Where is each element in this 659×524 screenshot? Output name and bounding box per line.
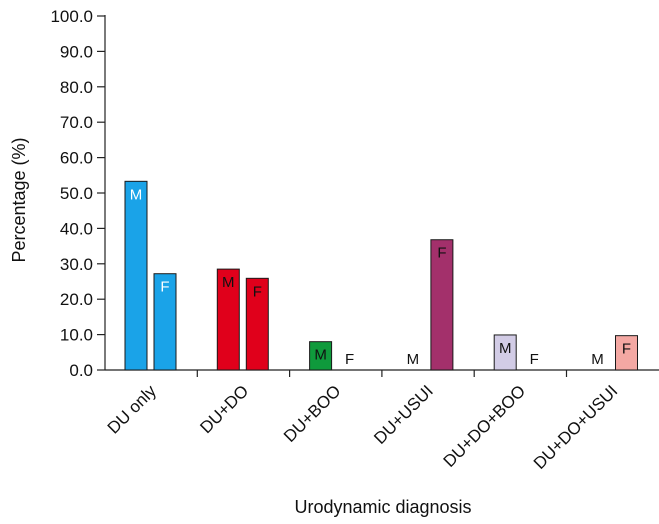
x-tick-label: DU only (104, 381, 161, 438)
bar-label: M (222, 274, 235, 291)
bar (430, 239, 454, 371)
y-tick-label: 80.0 (60, 78, 93, 97)
bar (124, 180, 148, 371)
y-tick-label: 50.0 (60, 184, 93, 203)
x-tick-label: DU+DO+USUI (530, 381, 622, 473)
bar (245, 277, 269, 371)
bar (153, 273, 177, 371)
y-tick-label: 70.0 (60, 113, 93, 132)
y-axis-title: Percentage (%) (9, 137, 29, 262)
bar-label: F (622, 341, 631, 358)
x-tick-label: DU+BOO (280, 381, 345, 446)
x-axis: DU only DU+DO DU+BOO DU+USUI DU+DO+BOO DU+DO+… (104, 369, 659, 473)
y-tick-label: 60.0 (60, 149, 93, 168)
x-tick-label: DU+DO (196, 381, 252, 437)
y-tick-label: 40.0 (60, 219, 93, 238)
bar-label: F (345, 351, 354, 368)
y-tick-label: 0.0 (69, 361, 93, 380)
bar (309, 341, 333, 371)
y-axis: 0.0 10.0 20.0 30.0 40.0 50.0 60.0 70.0 80.0 90.0 1… (50, 7, 106, 380)
y-tick-label: 10.0 (60, 326, 93, 345)
bar-label: M (314, 347, 327, 364)
bar-label: M (407, 351, 420, 368)
bar-label: F (253, 283, 262, 300)
x-axis-title: Urodynamic diagnosis (294, 497, 471, 517)
bar-label: M (591, 351, 604, 368)
bar (615, 335, 638, 371)
x-tick-label: DU+DO+BOO (440, 381, 530, 471)
bar-label: F (530, 351, 539, 368)
bar-label: M (499, 340, 512, 357)
bar-label: F (160, 279, 169, 296)
y-tick-label: 30.0 (60, 255, 93, 274)
y-tick-label: 100.0 (50, 7, 93, 26)
y-tick-label: 20.0 (60, 290, 93, 309)
x-tick-label: DU+USUI (370, 381, 437, 448)
bar (493, 334, 517, 371)
bar (216, 268, 240, 371)
y-tick-label: 90.0 (60, 42, 93, 61)
bar-label: F (437, 245, 446, 262)
bar-label: M (130, 186, 143, 203)
bars: M F M F M F M F M F M F (124, 180, 638, 371)
